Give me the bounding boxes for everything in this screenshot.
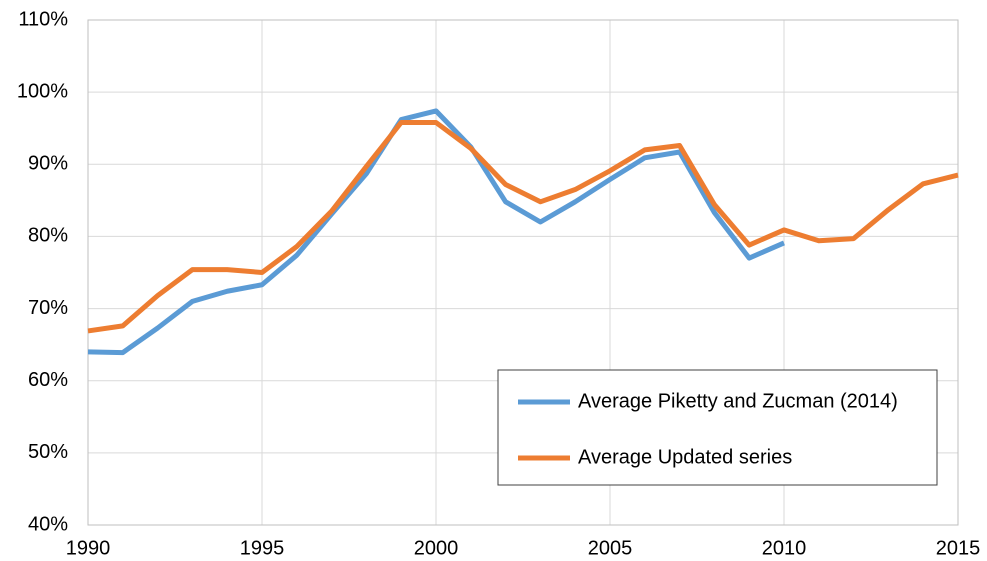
x-tick-label: 1995: [240, 537, 285, 559]
legend-box: [497, 369, 938, 486]
legend-label: Average Updated series: [578, 446, 792, 468]
x-tick-label: 2005: [588, 537, 633, 559]
legend-label: Average Piketty and Zucman (2014): [578, 390, 898, 412]
x-tick-label: 2015: [936, 537, 981, 559]
x-tick-label: 2000: [414, 537, 459, 559]
y-tick-label: 70%: [28, 297, 68, 319]
y-tick-label: 50%: [28, 441, 68, 463]
series-line: [87, 119, 959, 334]
series-line: [87, 108, 785, 356]
y-tick-label: 60%: [28, 369, 68, 391]
y-tick-label: 110%: [18, 8, 68, 30]
y-tick-label: 100%: [17, 80, 68, 102]
y-tick-label: 80%: [28, 225, 68, 247]
y-tick-label: 40%: [28, 513, 68, 535]
y-tick-label: 90%: [28, 153, 68, 175]
plot-border: [87, 19, 959, 526]
x-tick-label: 2010: [762, 537, 807, 559]
x-tick-label: 1990: [66, 537, 111, 559]
